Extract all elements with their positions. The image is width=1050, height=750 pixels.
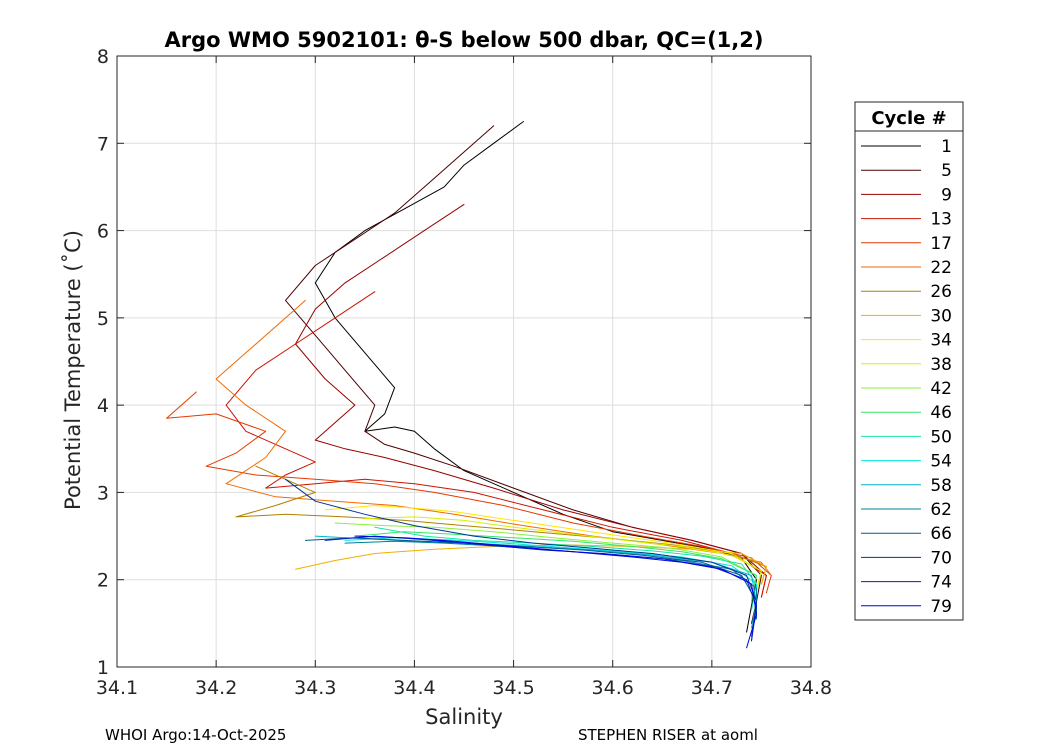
series-line-cycle-22 [215, 299, 772, 576]
x-tick-labels: 34.1 34.2 34.3 34.4 34.5 34.6 34.7 34.8 [96, 677, 832, 699]
y-tick-label: 7 [97, 133, 109, 155]
x-tick-label: 34.1 [96, 677, 138, 699]
grid-lines [117, 56, 811, 667]
footer-credit-left: WHOI Argo:14-Oct-2025 [105, 726, 287, 744]
series-line-cycle-50 [374, 526, 757, 611]
series-line-cycle-9 [295, 203, 767, 598]
legend-entries: 1 5 9 13 17 22 26 30 34 38 42 46 50 54 58 62 66 70 74 79 [861, 137, 952, 617]
series-line-cycle-70 [285, 478, 757, 642]
legend: Cycle # 1 5 9 13 17 22 26 30 34 38 42 46 50 54 58 62 66 7… [854, 101, 964, 621]
series-line-cycle-79 [354, 535, 757, 649]
x-tick-label: 34.4 [393, 677, 435, 699]
plot-border [116, 55, 812, 668]
legend-label-cycle-38: 38 [930, 355, 952, 375]
legend-label-cycle-74: 74 [930, 573, 952, 593]
legend-label-cycle-62: 62 [930, 500, 952, 520]
series-line-cycle-42 [334, 522, 757, 598]
footer-credit-right: STEPHEN RISER at aoml [578, 726, 758, 744]
series-line-cycle-13 [225, 291, 767, 598]
legend-label-cycle-30: 30 [930, 306, 952, 326]
x-tick-label: 34.2 [195, 677, 237, 699]
series-lines [166, 121, 772, 649]
y-tick-label: 3 [97, 482, 109, 504]
y-tick-labels: 1 2 3 4 5 6 7 8 [97, 46, 109, 679]
chart-title: Argo WMO 5902101: θ-S below 500 dbar, QC… [165, 28, 764, 52]
y-tick-label: 1 [97, 657, 109, 679]
legend-label-cycle-50: 50 [930, 427, 952, 447]
series-line-cycle-38 [364, 516, 762, 594]
y-tick-label: 5 [97, 308, 109, 330]
legend-label-cycle-54: 54 [930, 452, 952, 472]
legend-label-cycle-13: 13 [930, 210, 952, 230]
legend-label-cycle-79: 79 [930, 597, 952, 617]
legend-label-cycle-34: 34 [930, 331, 952, 351]
legend-label-cycle-22: 22 [930, 258, 952, 278]
legend-label-cycle-58: 58 [930, 476, 952, 496]
legend-label-cycle-26: 26 [930, 282, 952, 302]
legend-title: Cycle # [871, 108, 946, 129]
series-line-cycle-1 [314, 121, 757, 633]
series-line-cycle-46 [354, 531, 757, 602]
series-line-cycle-17 [166, 391, 772, 594]
y-axis-label: Potential Temperature (˚C) [61, 230, 85, 510]
y-tick-label: 6 [97, 221, 109, 243]
legend-label-cycle-46: 46 [930, 403, 952, 423]
x-axis-label: Salinity [425, 705, 503, 729]
x-tick-label: 34.7 [691, 677, 733, 699]
legend-label-cycle-66: 66 [930, 524, 952, 544]
series-line-cycle-66 [304, 537, 757, 637]
legend-label-cycle-5: 5 [941, 161, 952, 181]
x-tick-label: 34.5 [492, 677, 534, 699]
x-tick-label: 34.6 [592, 677, 634, 699]
legend-label-cycle-70: 70 [930, 548, 952, 568]
plot-area [117, 56, 811, 667]
tick-marks [116, 55, 812, 668]
x-tick-label: 34.3 [294, 677, 336, 699]
series-line-cycle-34 [324, 505, 762, 589]
legend-label-cycle-9: 9 [941, 185, 952, 205]
y-tick-label: 2 [97, 570, 109, 592]
legend-label-cycle-1: 1 [941, 137, 952, 157]
legend-label-cycle-17: 17 [930, 234, 952, 254]
y-tick-label: 4 [97, 395, 109, 417]
y-tick-label: 8 [97, 46, 109, 68]
legend-label-cycle-42: 42 [930, 379, 952, 399]
x-tick-label: 34.8 [790, 677, 832, 699]
